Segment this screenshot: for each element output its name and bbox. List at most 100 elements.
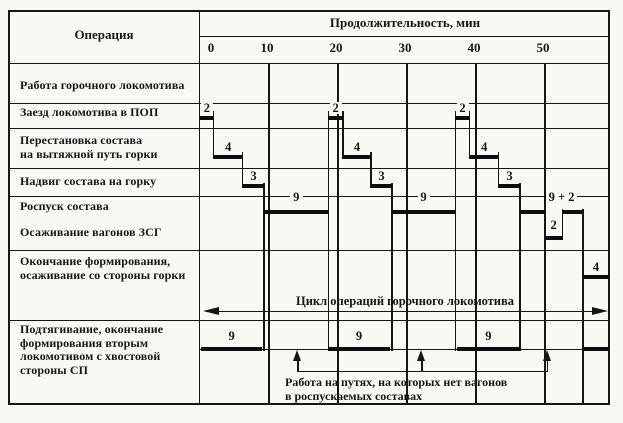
gantt-bar-nadvig [371,184,392,188]
note-label: Работа на путях, на которых нет вагонов … [285,375,508,403]
operation-label-line: стороны СП [20,362,89,377]
bar-label: 2 [456,102,469,114]
connector-9.3min [263,183,265,351]
operation-label-rospusk: Роспуск состава [20,199,109,214]
gantt-bar-zaezd [455,116,470,120]
operation-label-line: локомотивом с хвостовой [20,349,161,364]
operation-label-line: Заезд локомотива в ПОП [20,105,159,119]
operation-label-line: на вытяжной путь горки [20,146,158,161]
operation-label-zaezd: Заезд локомотива в ПОП [20,105,159,120]
gantt-bar-nadvig [242,184,265,188]
note-arrow-up-head-0 [293,350,302,361]
gantt-bar-rospusk [264,210,329,214]
operation-column-header: Операция [74,27,134,42]
operation-label-perestanovka: Перестановка состава на вытяжной путь гор… [20,133,158,161]
bar-label: 2 [329,102,342,114]
axis-tick-0: 0 [207,40,215,55]
bar-label: 9 [417,191,430,203]
cycle-arrow-line [206,310,604,312]
row-separator-1 [8,103,610,105]
connector-20.7min [342,111,344,159]
bar-label: 3 [247,170,260,182]
bar-label: 9 [352,330,366,342]
row-separator-5 [8,250,610,252]
operation-label-okonchanie: Окончание формирования, осаживание со сто… [20,254,186,282]
table-border [8,10,610,405]
gantt-bar-nadvig [498,184,521,188]
connector-6.2min [242,152,244,188]
gantt-bar-perestanovka [469,155,499,159]
bar-label: 2 [200,102,214,114]
axis-tick-30: 30 [398,40,412,55]
gridline-10min [268,63,270,404]
connector-39.1min [469,111,471,159]
cycle-annotation-label: Цикл операций горочного локомотива [295,294,515,308]
note-line-2: в роспускаемых составах [285,388,423,403]
bar-label: 4 [222,141,235,153]
axis-header-underline [200,36,610,38]
note-arrow-up-head-1 [417,350,426,361]
gantt-bar-podtyagivanie [582,347,609,351]
row-separator-2 [8,128,610,130]
bar-label: 4 [350,141,364,153]
operation-label-line: Осаживание вагонов ЗСГ [20,225,162,239]
row-separator-0 [8,62,610,64]
connector-27.8min [391,183,393,351]
connector-43.3min [498,152,500,188]
bar-label: 3 [503,170,516,182]
cycle-arrow-left-head [203,307,219,316]
operation-label-line: Перестановка состава [20,133,143,147]
connector-37min [454,111,456,351]
operation-label-line: Подтягивание, окончание [20,322,164,336]
gantt-bar-rospusk [391,210,456,214]
connector-2min [213,111,215,159]
gridline-20min [337,63,339,404]
bar-label: 4 [589,261,603,273]
bar-label: 3 [375,170,388,182]
bar-label: 9 [225,330,238,342]
connector-52.5min [561,209,563,240]
connector-24.8min [370,152,372,188]
cycle-arrow-right-head [592,307,608,316]
bar-label: 9 + 2 [545,191,578,203]
operation-label-line: Окончание формирования, [20,254,171,268]
bar-label: 2 [547,219,560,231]
operation-label-rabota: Работа горочного локомотива [20,78,185,93]
row-separator-4 [8,196,610,198]
connector-55.5min [582,209,584,404]
connector-50min [544,209,546,240]
note-arrow-stem-2 [547,359,549,372]
gridline-40min [475,63,477,404]
gantt-bar-zaezd [328,116,343,120]
row-separator-3 [8,168,610,170]
note-arrow-stem-1 [421,359,423,372]
bar-label: 9 [482,330,495,342]
axis-tick-40: 40 [467,40,481,55]
operation-label-line: Работа горочного локомотива [20,78,185,92]
row-separator-6 [8,320,610,322]
operation-label-line: Роспуск состава [20,199,109,213]
operation-label-line: Надвиг состава на горку [20,174,157,188]
connector-46.4min [519,183,521,351]
gridline-30min [406,63,408,404]
axis-tick-20: 20 [329,40,343,55]
bar-label: 4 [478,141,491,153]
gantt-bar-podtyagivanie [456,347,521,351]
time-axis-title: Продолжительность, мин [329,15,481,30]
gantt-bar-osazhivanie_zsg [545,236,563,240]
gantt-bar-zaezd [200,116,214,120]
note-line-1: Работа на путях, на которых нет вагонов [285,375,508,389]
operation-label-osazhivanie_zsg: Осаживание вагонов ЗСГ [20,225,162,240]
connector-18.6min [327,111,330,351]
bar-label: 9 [290,191,303,203]
gantt-bar-rospusk [562,210,583,214]
operation-label-nadvig: Надвиг состава на горку [20,174,157,189]
note-arrow-up-head-2 [543,350,552,361]
gantt-bar-perestanovka [342,155,372,159]
axis-tick-50: 50 [536,40,550,55]
operation-label-line: осаживание со стороны горки [20,267,186,282]
operation-label-line: формирования вторым [20,335,149,350]
note-arrow-stem-0 [297,359,299,372]
axis-tick-10: 10 [260,40,274,55]
